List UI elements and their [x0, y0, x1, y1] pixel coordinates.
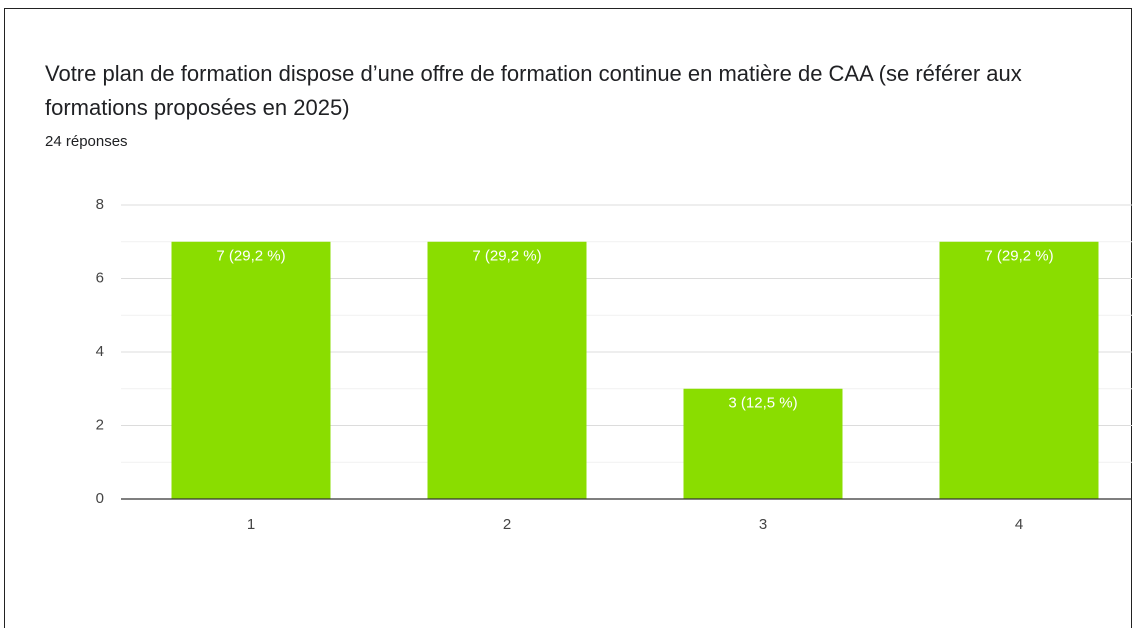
data-label: 3 (12,5 %) [728, 395, 797, 412]
y-tick-label: 4 [96, 343, 104, 360]
bar [171, 241, 331, 499]
y-tick-label: 6 [96, 269, 104, 286]
bar [427, 241, 587, 499]
x-tick-label: 3 [759, 516, 767, 533]
bar [939, 241, 1099, 499]
page: Votre plan de formation dispose d’une of… [4, 8, 1132, 628]
card: Votre plan de formation dispose d’une of… [4, 8, 1132, 628]
data-label: 7 (29,2 %) [984, 248, 1053, 265]
chart-subtitle: 24 réponses [45, 133, 128, 150]
y-tick-label: 2 [96, 416, 104, 433]
chart: 0 2 4 6 8 1 7 (29,2 %) 2 7 (29,2 %) 3 3 (12,5 %) 4 7… [96, 196, 1132, 533]
x-tick-label: 1 [247, 516, 255, 533]
data-label: 7 (29,2 %) [216, 248, 285, 265]
y-tick-label: 0 [96, 490, 104, 507]
x-tick-label: 4 [1015, 516, 1023, 533]
bar [683, 388, 843, 499]
chart-title: Votre plan de formation dispose d’une of… [45, 61, 1022, 120]
x-tick-label: 2 [503, 516, 511, 533]
y-tick-label: 8 [96, 196, 104, 213]
data-label: 7 (29,2 %) [472, 248, 541, 265]
